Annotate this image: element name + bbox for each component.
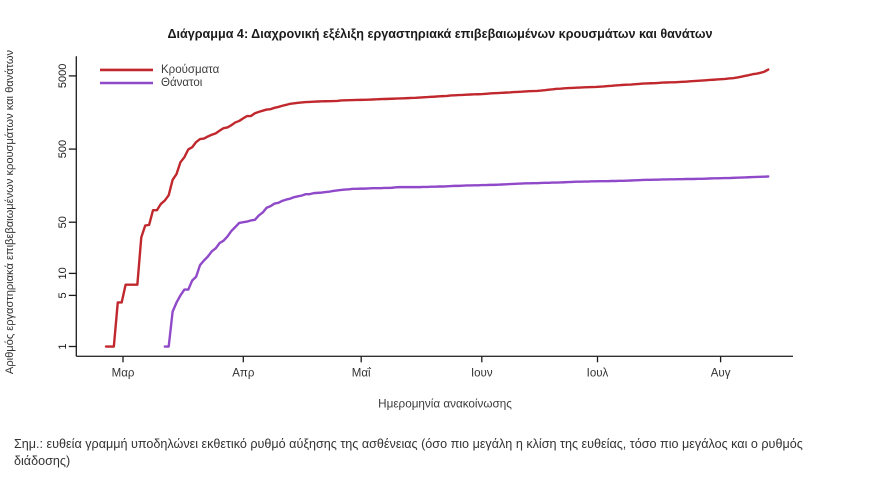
svg-text:Αυγ: Αυγ [711,367,731,379]
svg-text:Ιουν: Ιουν [471,367,493,379]
svg-text:Μαρ: Μαρ [112,367,135,379]
svg-text:50: 50 [57,216,69,228]
svg-text:5000: 5000 [57,64,69,88]
svg-text:Απρ: Απρ [232,367,255,379]
svg-text:1: 1 [57,343,69,349]
svg-text:Θάνατοι: Θάνατοι [161,77,203,89]
svg-text:Αριθμός εργαστηριακά επιβεβαιω: Αριθμός εργαστηριακά επιβεβαιωμένων κρου… [4,49,16,374]
svg-text:Ημερομηνία ανακοίνωσης: Ημερομηνία ανακοίνωσης [378,398,512,411]
svg-text:5: 5 [57,292,69,298]
svg-text:Ιουλ: Ιουλ [587,367,609,379]
svg-text:10: 10 [57,267,69,279]
svg-text:Μαΐ: Μαΐ [352,367,372,379]
svg-text:500: 500 [57,140,69,158]
svg-text:Κρούσματα: Κρούσματα [161,64,220,76]
